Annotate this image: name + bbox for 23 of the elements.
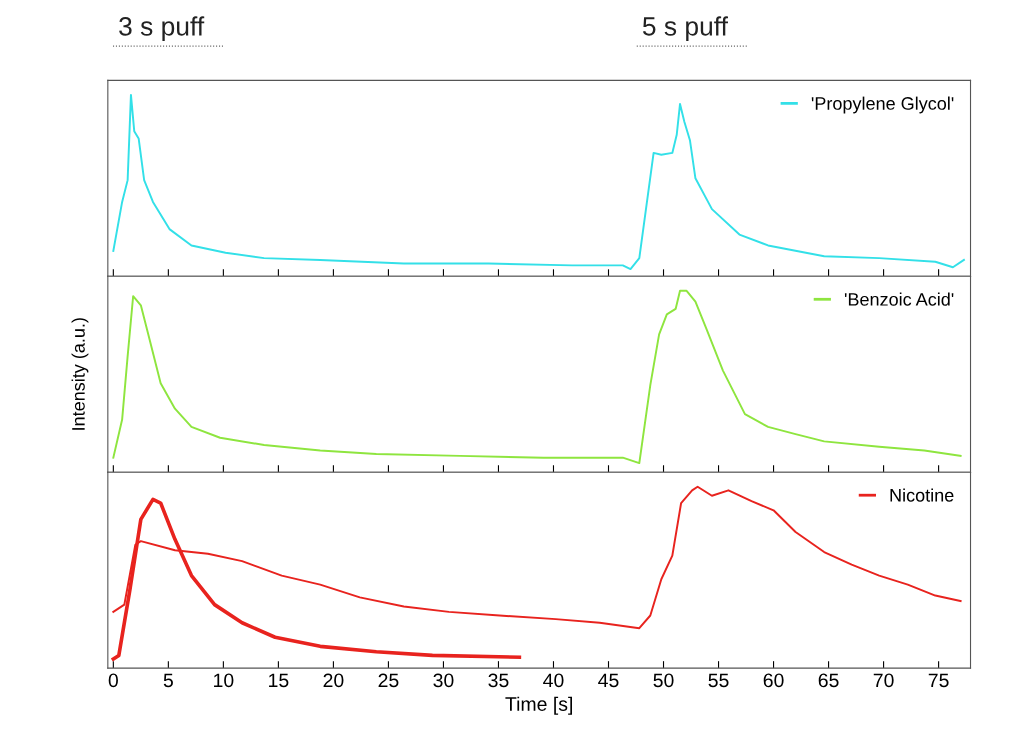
x-tick-label: 50 xyxy=(653,673,674,688)
x-tick-label: 65 xyxy=(818,673,839,688)
x-tick-label: 40 xyxy=(543,673,564,688)
x-axis-title: Time [s] xyxy=(505,696,572,715)
x-tick-label: 55 xyxy=(708,673,729,688)
x-tick-label: 0 xyxy=(108,673,118,688)
legend-label: 'Propylene Glycol' xyxy=(811,96,954,114)
x-tick-label: 70 xyxy=(873,673,894,688)
x-tick-label: 20 xyxy=(323,673,344,688)
x-tick-label: 60 xyxy=(763,673,784,688)
text: 5 s puff xyxy=(642,16,728,41)
text: 3 s puff xyxy=(119,16,205,41)
x-tick-label: 75 xyxy=(928,673,949,688)
x-tick-label: 25 xyxy=(378,673,399,688)
x-tick-label: 10 xyxy=(214,673,234,688)
legend-label: Nicotine xyxy=(890,488,954,502)
x-tick-label: 15 xyxy=(269,673,289,688)
x-tick-label: 5 xyxy=(163,673,173,688)
x-tick-label: 30 xyxy=(433,673,454,688)
x-tick-label: 45 xyxy=(598,673,619,688)
x-tick-label: 35 xyxy=(488,673,509,688)
legend-label: 'Benzoic Acid' xyxy=(844,292,954,306)
y-axis-title: Intensity (a.u.) xyxy=(71,318,89,430)
